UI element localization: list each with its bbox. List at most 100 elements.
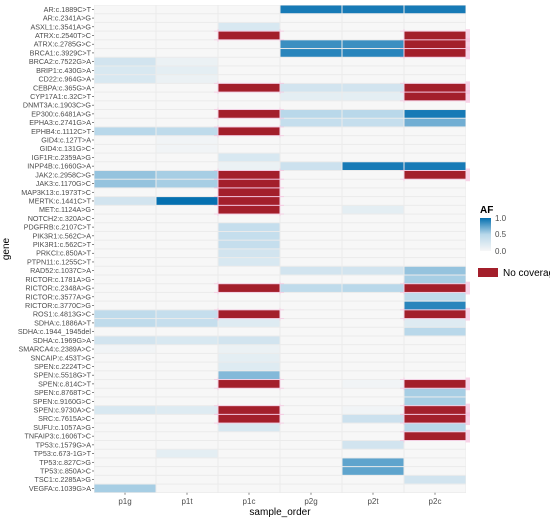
heatmap-cell	[404, 75, 466, 83]
heatmap-cell	[156, 136, 218, 144]
heatmap-cell	[156, 458, 218, 467]
y-axis-title: gene	[1, 237, 12, 260]
sample-label: p2c	[429, 497, 442, 506]
heatmap-cell	[218, 153, 280, 162]
heatmap-cell	[404, 484, 466, 493]
heatmap-cell	[156, 362, 218, 371]
heatmap-cell	[280, 275, 342, 284]
heatmap-cell	[342, 336, 404, 345]
heatmap-cell	[218, 49, 280, 57]
heatmap-cell	[280, 258, 342, 266]
heatmap-cell	[404, 22, 466, 31]
heatmap-cell	[280, 170, 342, 179]
heatmap-cell	[218, 292, 280, 301]
heatmap-cell	[218, 336, 280, 345]
heatmap-cell	[156, 188, 218, 197]
heatmap-cell	[404, 205, 466, 214]
heatmap-cell	[280, 188, 342, 197]
heatmap-cell	[342, 188, 404, 197]
heatmap-cell	[218, 40, 280, 49]
heatmap-cell	[156, 118, 218, 127]
heatmap-cell	[94, 353, 156, 362]
heatmap-cell	[342, 14, 404, 22]
gene-label: CD22:c.964G>A	[38, 75, 91, 84]
heatmap-cell	[156, 110, 218, 118]
heatmap-cell	[404, 197, 466, 205]
heatmap-cell	[280, 353, 342, 362]
heatmap-cell	[280, 449, 342, 458]
heatmap-cell-no-coverage	[218, 127, 280, 136]
sample-label: p1g	[118, 497, 131, 506]
gene-label: MAP3K13:c.1973T>C	[21, 188, 91, 197]
heatmap-cell	[94, 284, 156, 292]
heatmap-cell	[218, 144, 280, 153]
heatmap-cell	[280, 240, 342, 249]
heatmap-cell	[342, 353, 404, 362]
heatmap-cell	[342, 83, 404, 92]
heatmap-cell-no-coverage	[218, 310, 280, 319]
heatmap-cell	[280, 205, 342, 214]
heatmap-cell	[342, 249, 404, 258]
heatmap-cell-no-coverage	[218, 31, 280, 40]
gene-label: RAD52:c.1037C>A	[30, 266, 91, 275]
heatmap-cell	[218, 327, 280, 336]
gene-label: EPHB4:c.1112C>T	[31, 127, 91, 136]
heatmap-cell	[342, 144, 404, 153]
heatmap-cell-no-coverage	[404, 380, 466, 388]
heatmap-cell	[404, 458, 466, 467]
gene-label: AR:c.1889C>T	[44, 5, 92, 14]
gene-label: SDHA:c.1969G>A	[33, 336, 91, 345]
heatmap-cell	[218, 353, 280, 362]
heatmap-cell	[404, 397, 466, 406]
heatmap-cell	[156, 371, 218, 380]
heatmap-cell	[156, 310, 218, 319]
heatmap-cell	[280, 467, 342, 475]
sample-label: p2g	[304, 497, 317, 506]
heatmap-cell	[94, 75, 156, 83]
heatmap-cell	[156, 414, 218, 423]
heatmap-cell	[342, 179, 404, 188]
gene-label: AR:c.2341A>G	[43, 14, 92, 23]
heatmap-cell	[342, 136, 404, 144]
gene-label: SUFU:c.1057A>G	[33, 423, 91, 432]
heatmap-cell-no-coverage	[218, 406, 280, 414]
gene-label: TP53:c.1579G>A	[36, 440, 92, 449]
heatmap-cell	[404, 66, 466, 75]
gene-label: BRCA1:c.3929C>T	[30, 48, 92, 57]
heatmap-cell	[342, 110, 404, 118]
gene-label: JAK2:c.2958C>G	[35, 170, 91, 179]
heatmap-cell-no-coverage	[218, 188, 280, 197]
heatmap-cell	[94, 475, 156, 484]
gene-label: SPEN:c.814C>T	[38, 379, 92, 388]
gene-label: RICTOR:c.3770C>G	[25, 301, 91, 310]
heatmap-cell	[280, 336, 342, 345]
heatmap-cell	[280, 414, 342, 423]
gene-label: TNFAIP3:c.1606T>C	[24, 432, 91, 441]
heatmap-cell	[94, 362, 156, 371]
heatmap-cell	[218, 66, 280, 75]
heatmap-cell	[404, 110, 466, 118]
heatmap-cell	[342, 310, 404, 319]
heatmap-cell	[218, 214, 280, 223]
heatmap-cell	[342, 423, 404, 432]
heatmap-cell	[342, 319, 404, 327]
heatmap-cell-no-coverage	[404, 432, 466, 440]
heatmap-cell	[94, 110, 156, 118]
heatmap-cell	[280, 432, 342, 440]
sample-labels: p1g p1t p1c p2g p2t p2c	[118, 492, 442, 506]
heatmap-cell	[156, 240, 218, 249]
heatmap-cell	[94, 249, 156, 258]
heatmap-cell	[404, 362, 466, 371]
heatmap-cell	[342, 414, 404, 423]
heatmap-cell	[156, 275, 218, 284]
heatmap-cell	[156, 40, 218, 49]
heatmap-cell	[156, 467, 218, 475]
heatmap-cell	[342, 66, 404, 75]
heatmap-cell	[156, 101, 218, 110]
heatmap-cell-no-coverage	[218, 414, 280, 423]
heatmap-cell	[94, 144, 156, 153]
heatmap-cell	[280, 14, 342, 22]
heatmap-cell	[94, 170, 156, 179]
heatmap-cell	[342, 118, 404, 127]
